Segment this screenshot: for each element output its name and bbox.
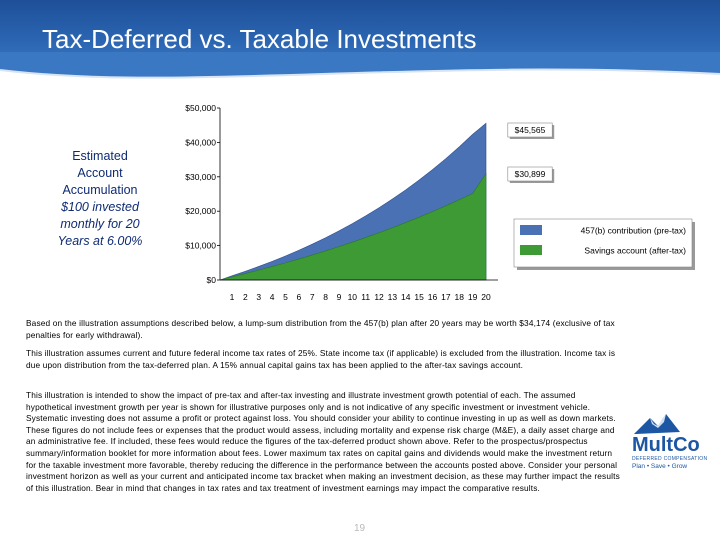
y-tick-label: $40,000 <box>185 137 216 147</box>
y-tick-label: $10,000 <box>185 241 216 251</box>
x-tick-label: 19 <box>468 292 478 302</box>
end-label-pretax: $45,565 <box>515 125 546 135</box>
logo-wordmark: MultCo <box>632 434 700 456</box>
paragraph-tax-assumptions: This illustration assumes current and fu… <box>26 348 616 370</box>
logo-subtitle: DEFERRED COMPENSATION <box>632 456 708 462</box>
logo-tagline: Plan • Save • Grow <box>632 463 688 470</box>
x-tick-label: 8 <box>323 292 328 302</box>
y-tick-label: $50,000 <box>185 103 216 113</box>
legend-label: 457(b) contribution (pre-tax) <box>581 226 687 236</box>
mountain-logo-icon <box>634 414 680 434</box>
x-tick-label: 4 <box>270 292 275 302</box>
x-tick-label: 20 <box>481 292 491 302</box>
x-tick-label: 14 <box>401 292 411 302</box>
banner-swoosh <box>0 52 720 79</box>
chart-side-caption: Estimated Account Accumulation $100 inve… <box>30 148 170 250</box>
x-tick-label: 15 <box>414 292 424 302</box>
x-tick-label: 16 <box>428 292 438 302</box>
legend-swatch <box>520 245 542 255</box>
caption-line: Estimated <box>72 149 128 163</box>
paragraph-lump-sum: Based on the illustration assumptions de… <box>26 318 615 340</box>
x-tick-label: 18 <box>455 292 465 302</box>
x-tick-label: 17 <box>441 292 451 302</box>
legend-label: Savings account (after-tax) <box>584 246 686 256</box>
caption-line: monthly for 20 <box>60 217 140 231</box>
legend-box <box>513 218 693 268</box>
x-tick-label: 12 <box>374 292 384 302</box>
caption-line: $100 invested <box>61 200 139 214</box>
series-area-aftertax <box>219 172 487 281</box>
page-number: 19 <box>354 523 366 534</box>
x-tick-label: 5 <box>283 292 288 302</box>
end-label-aftertax: $30,899 <box>515 169 546 179</box>
x-tick-label: 13 <box>388 292 398 302</box>
end-label-aftertax-box <box>507 166 553 182</box>
paragraph-disclaimer: This illustration is intended to show th… <box>26 390 620 493</box>
x-tick-label: 11 <box>361 292 370 302</box>
x-tick-label: 10 <box>348 292 358 302</box>
end-label-pretax-box <box>507 122 553 138</box>
legend-swatch <box>520 225 542 235</box>
x-tick-label: 1 <box>230 292 235 302</box>
x-tick-label: 3 <box>256 292 261 302</box>
y-tick-label: $20,000 <box>185 206 216 216</box>
x-tick-label: 2 <box>243 292 248 302</box>
x-tick-label: 7 <box>310 292 315 302</box>
y-tick-label: $30,000 <box>185 172 216 182</box>
x-tick-label: 6 <box>296 292 301 302</box>
caption-line: Accumulation <box>62 183 138 197</box>
caption-line: Account <box>77 166 123 180</box>
y-tick-label: $0 <box>207 275 217 285</box>
caption-line: Years at 6.00% <box>57 234 143 248</box>
slide-title: Tax-Deferred vs. Taxable Investments <box>42 24 477 54</box>
x-tick-label: 9 <box>337 292 342 302</box>
